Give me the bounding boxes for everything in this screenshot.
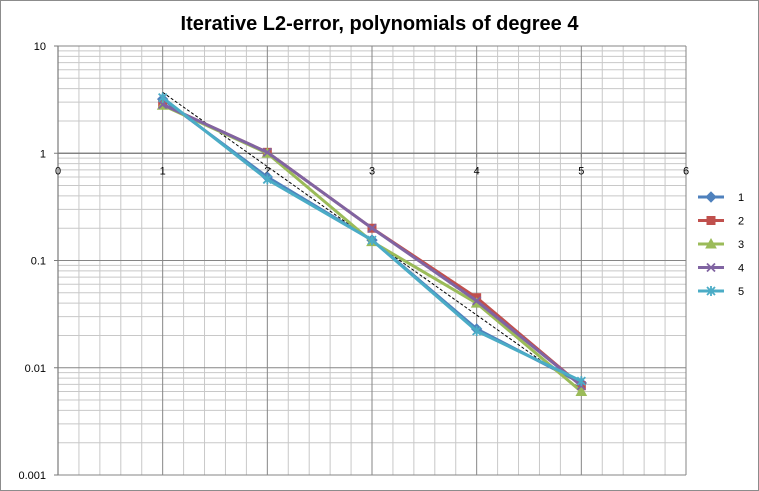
series-5 [158,92,586,387]
legend-item-3: 3 [698,237,744,251]
x-tick-label: 3 [369,165,375,177]
x-tick-label: 0 [55,165,61,177]
data-point-4 [472,296,482,306]
x-tick-label: 4 [474,165,480,177]
y-tick-label: 1 [40,148,46,160]
legend-swatch-marker [706,262,716,273]
x-tick-label: 5 [578,165,584,177]
y-tick-label: 10 [34,41,46,53]
legend-label: 1 [738,192,744,204]
data-point-5 [158,92,168,103]
data-point-5 [262,174,272,185]
legend-item-4: 4 [698,263,744,275]
data-point-4 [158,99,168,110]
legend-item-2: 2 [698,216,744,228]
chart-title: Iterative L2-error, polynomials of degre… [180,13,579,35]
legend-label: 3 [738,239,744,251]
legend-label: 4 [738,263,744,275]
y-tick-label: 0.001 [18,470,46,482]
legend-item-5: 5 [698,286,744,298]
y-tick-label: 0.1 [31,256,46,268]
legend-swatch-marker [705,191,717,203]
legend-item-1: 1 [698,191,744,204]
legend-swatch-marker [705,237,717,249]
data-point-5 [576,376,586,387]
data-point-4 [367,223,377,233]
legend-label: 2 [738,216,744,228]
x-tick-label: 1 [160,165,166,177]
x-tick-label: 6 [683,165,689,177]
y-tick-label: 0.01 [25,363,46,375]
legend-swatch-marker [706,286,716,296]
x-tick-label: 2 [264,165,270,177]
data-point-3 [575,385,588,397]
data-point-5 [472,326,482,337]
legend-label: 5 [738,286,744,298]
data-point-4 [262,147,272,157]
data-point-5 [367,235,377,246]
series-4 [158,99,586,391]
legend-swatch-marker [706,216,716,225]
